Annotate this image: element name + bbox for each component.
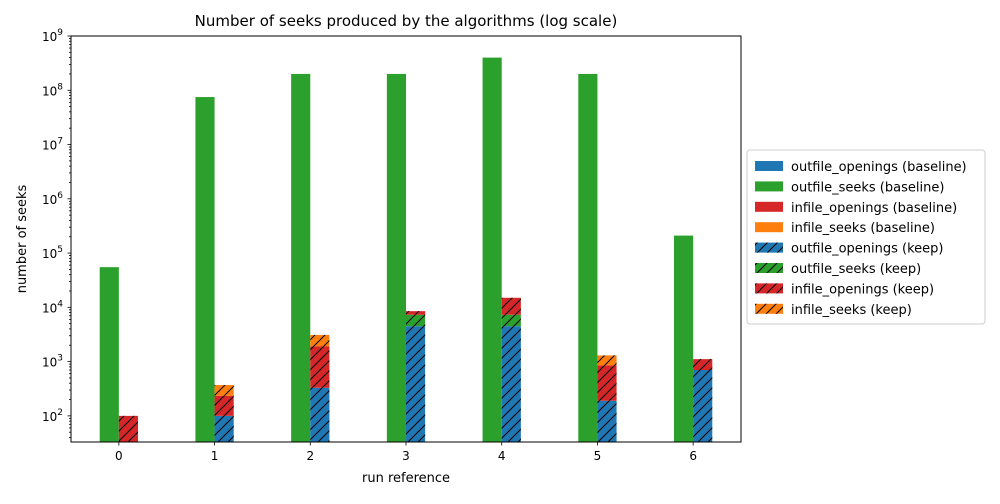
bar-hatch-keep-s1-run4 bbox=[501, 314, 521, 327]
bar-baseline-s1-run5 bbox=[578, 73, 598, 442]
bar-hatch-keep-s2-run2 bbox=[310, 346, 330, 388]
y-tick-base: 10 bbox=[42, 30, 57, 44]
y-tick-exponent: 3 bbox=[57, 354, 63, 364]
y-tick-exponent: 2 bbox=[57, 408, 63, 418]
legend-swatch bbox=[755, 161, 783, 171]
y-tick-label: 109 bbox=[42, 28, 63, 44]
bar-hatch-keep-s3-run1 bbox=[214, 385, 234, 396]
bar-hatch-keep-s2-run5 bbox=[597, 365, 617, 401]
bar-hatch-keep-s2-run1 bbox=[214, 395, 234, 416]
x-tick-label: 1 bbox=[211, 449, 219, 463]
y-tick-label: 108 bbox=[42, 82, 63, 98]
bar-baseline-s1-run2 bbox=[291, 73, 311, 442]
legend-label: infile_seeks (baseline) bbox=[791, 221, 935, 236]
y-tick-base: 10 bbox=[42, 84, 57, 98]
x-axis-label: run reference bbox=[362, 471, 450, 486]
bar-baseline-s1-run6 bbox=[674, 235, 694, 442]
y-tick-label: 102 bbox=[42, 408, 63, 424]
chart-title: Number of seeks produced by the algorith… bbox=[195, 12, 618, 30]
bar-baseline-s1-run3 bbox=[386, 73, 406, 442]
y-tick-label: 103 bbox=[42, 354, 63, 370]
x-tick-label: 5 bbox=[594, 449, 602, 463]
bar-hatch-keep-s2-run3 bbox=[406, 311, 426, 315]
legend-swatch bbox=[755, 181, 783, 192]
y-tick-exponent: 6 bbox=[57, 191, 63, 201]
legend-swatch-hatch bbox=[755, 283, 783, 294]
bar-hatch-keep-s0-run2 bbox=[310, 387, 330, 442]
y-tick-label: 106 bbox=[42, 191, 63, 207]
bar-baseline-s1-run1 bbox=[195, 97, 215, 442]
x-tick-label: 3 bbox=[402, 449, 410, 463]
y-tick-label: 107 bbox=[42, 137, 63, 153]
bar-hatch-keep-s2-run4 bbox=[501, 297, 521, 315]
bar-baseline-s1-run0 bbox=[99, 267, 119, 442]
bar-hatch-keep-s0-run6 bbox=[693, 370, 713, 442]
y-tick-exponent: 8 bbox=[57, 82, 63, 92]
y-tick-base: 10 bbox=[42, 193, 57, 207]
legend-swatch-hatch bbox=[755, 263, 783, 273]
y-tick-base: 10 bbox=[42, 410, 57, 424]
legend-swatch-hatch bbox=[755, 242, 783, 253]
legend-swatch bbox=[755, 222, 783, 233]
bar-hatch-keep-s2-run6 bbox=[693, 359, 713, 371]
legend-label: infile_seeks (keep) bbox=[791, 303, 912, 318]
x-tick-label: 4 bbox=[498, 449, 506, 463]
bar-hatch-keep-s2-run0 bbox=[118, 415, 138, 442]
bar-baseline-s1-run4 bbox=[482, 57, 502, 442]
y-tick-base: 10 bbox=[42, 356, 57, 370]
legend-label: outfile_openings (baseline) bbox=[791, 160, 967, 175]
x-tick-label: 2 bbox=[306, 449, 314, 463]
legend: outfile_openings (baseline) outfile_seeks… bbox=[746, 149, 986, 325]
legend-swatch-hatch bbox=[755, 303, 783, 314]
y-tick-exponent: 9 bbox=[57, 28, 63, 38]
legend-label: outfile_seeks (baseline) bbox=[791, 180, 944, 195]
y-tick-exponent: 5 bbox=[57, 245, 63, 255]
y-tick-exponent: 4 bbox=[57, 299, 63, 309]
bar-hatch-keep-s0-run3 bbox=[406, 326, 426, 442]
y-tick-base: 10 bbox=[42, 139, 57, 153]
legend-box bbox=[746, 149, 986, 325]
y-axis-label: number of seeks bbox=[15, 184, 30, 293]
y-tick-exponent: 7 bbox=[57, 137, 63, 147]
bar-hatch-keep-s0-run4 bbox=[501, 326, 521, 442]
x-axis: 0 1 2 3 4 5 6 bbox=[115, 442, 697, 463]
bar-hatch-keep-s3-run2 bbox=[310, 334, 330, 347]
x-tick-label: 0 bbox=[115, 449, 123, 463]
bars-group bbox=[99, 57, 713, 442]
bar-hatch-keep-s0-run5 bbox=[597, 400, 617, 442]
x-tick-label: 6 bbox=[689, 449, 697, 463]
legend-label: outfile_seeks (keep) bbox=[791, 262, 921, 277]
legend-label: infile_openings (keep) bbox=[791, 282, 934, 297]
bar-hatch-keep-s0-run1 bbox=[214, 415, 234, 442]
y-tick-base: 10 bbox=[42, 247, 57, 261]
legend-swatch bbox=[755, 201, 783, 212]
y-tick-label: 104 bbox=[42, 299, 63, 315]
y-tick-base: 10 bbox=[42, 301, 57, 315]
bar-hatch-keep-s3-run5 bbox=[597, 355, 617, 366]
y-tick-label: 105 bbox=[42, 245, 63, 261]
legend-label: infile_openings (baseline) bbox=[791, 201, 957, 216]
bar-hatch-keep-s1-run3 bbox=[406, 314, 426, 327]
legend-label: outfile_openings (keep) bbox=[791, 242, 944, 257]
